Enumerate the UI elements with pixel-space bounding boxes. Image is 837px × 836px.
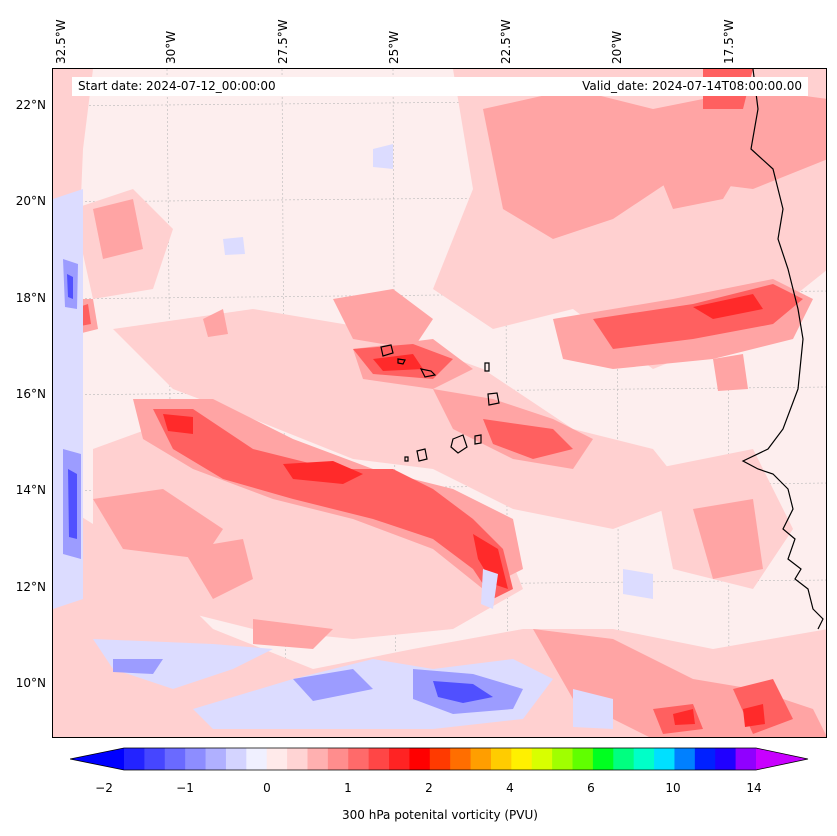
pv-map <box>52 68 827 738</box>
colorbar-tick-10: 10 <box>665 781 681 795</box>
lon-label-20w: 20°W <box>610 30 624 64</box>
colorbar-swatch <box>654 748 675 770</box>
colorbar-swatch <box>429 748 451 770</box>
colorbar-tick-0: 0 <box>263 781 271 795</box>
colorbar-tick-14: 14 <box>746 781 762 795</box>
lat-label-18n: 18°N <box>15 291 46 305</box>
colorbar-swatch <box>552 748 574 770</box>
colorbar-extend-max <box>756 748 808 770</box>
colorbar-swatch <box>144 748 166 770</box>
lat-label-22n: 22°N <box>15 98 46 112</box>
lat-label-14n: 14°N <box>15 483 46 497</box>
colorbar-swatch <box>368 748 390 770</box>
colorbar-swatch <box>124 748 145 770</box>
colorbar-swatch <box>450 748 472 770</box>
cape-verde-islands <box>380 344 500 462</box>
colorbar-swatch <box>225 748 247 770</box>
pv-deep-blue-areas <box>67 274 493 703</box>
colorbar-swatch <box>327 748 349 770</box>
colorbar-swatch <box>246 748 268 770</box>
colorbar <box>70 747 809 771</box>
lat-label-20n: 20°N <box>15 194 46 208</box>
colorbar-swatch <box>287 748 308 770</box>
colorbar-label: 300 hPa potenital vorticity (PVU) <box>342 808 538 822</box>
colorbar-tick-minus-2: −2 <box>95 781 113 795</box>
colorbar-swatch <box>205 748 227 770</box>
colorbar-swatch <box>735 748 757 770</box>
lon-label-17-5w: 17.5°W <box>722 19 736 64</box>
colorbar-swatch <box>348 748 370 770</box>
colorbar-swatch <box>409 748 431 770</box>
colorbar-swatch <box>470 748 492 770</box>
colorbar-swatch <box>613 748 635 770</box>
lon-label-22-5w: 22.5°W <box>499 19 513 64</box>
colorbar-swatch <box>307 748 329 770</box>
lon-label-27-5w: 27.5°W <box>276 19 290 64</box>
pv-contour-field <box>53 69 826 737</box>
colorbar-swatch <box>389 748 410 770</box>
colorbar-swatch <box>633 748 655 770</box>
colorbar-swatch <box>490 748 512 770</box>
valid-date-label: Valid_date: 2024-07-14T08:00:00.00 <box>372 77 808 96</box>
colorbar-swatch <box>592 748 614 770</box>
colorbar-swatch <box>694 748 716 770</box>
lat-label-12n: 12°N <box>15 580 46 594</box>
colorbar-swatch <box>266 748 288 770</box>
colorbar-tick-6: 6 <box>587 781 595 795</box>
colorbar-tick-4: 4 <box>506 781 514 795</box>
colorbar-swatch <box>674 748 696 770</box>
lon-label-25w: 25°W <box>387 30 401 64</box>
colorbar-swatch <box>511 748 533 770</box>
colorbar-tick-minus-1: −1 <box>176 781 194 795</box>
lat-label-10n: 10°N <box>15 676 46 690</box>
colorbar-swatch <box>531 748 553 770</box>
colorbar-outline <box>70 747 809 771</box>
african-coastline <box>741 69 824 630</box>
colorbar-swatch <box>164 748 186 770</box>
lon-label-32-5w: 32.5°W <box>54 19 68 64</box>
colorbar-swatch <box>185 748 207 770</box>
colorbar-swatch <box>572 748 594 770</box>
colorbar-tick-1: 1 <box>344 781 352 795</box>
lon-label-30w: 30°W <box>164 30 178 64</box>
colorbar-extend-min <box>70 748 124 770</box>
colorbar-swatch <box>715 748 737 770</box>
start-date-label: Start date: 2024-07-12_00:00:00 <box>72 77 384 96</box>
colorbar-tick-2: 2 <box>425 781 433 795</box>
lat-label-16n: 16°N <box>15 387 46 401</box>
